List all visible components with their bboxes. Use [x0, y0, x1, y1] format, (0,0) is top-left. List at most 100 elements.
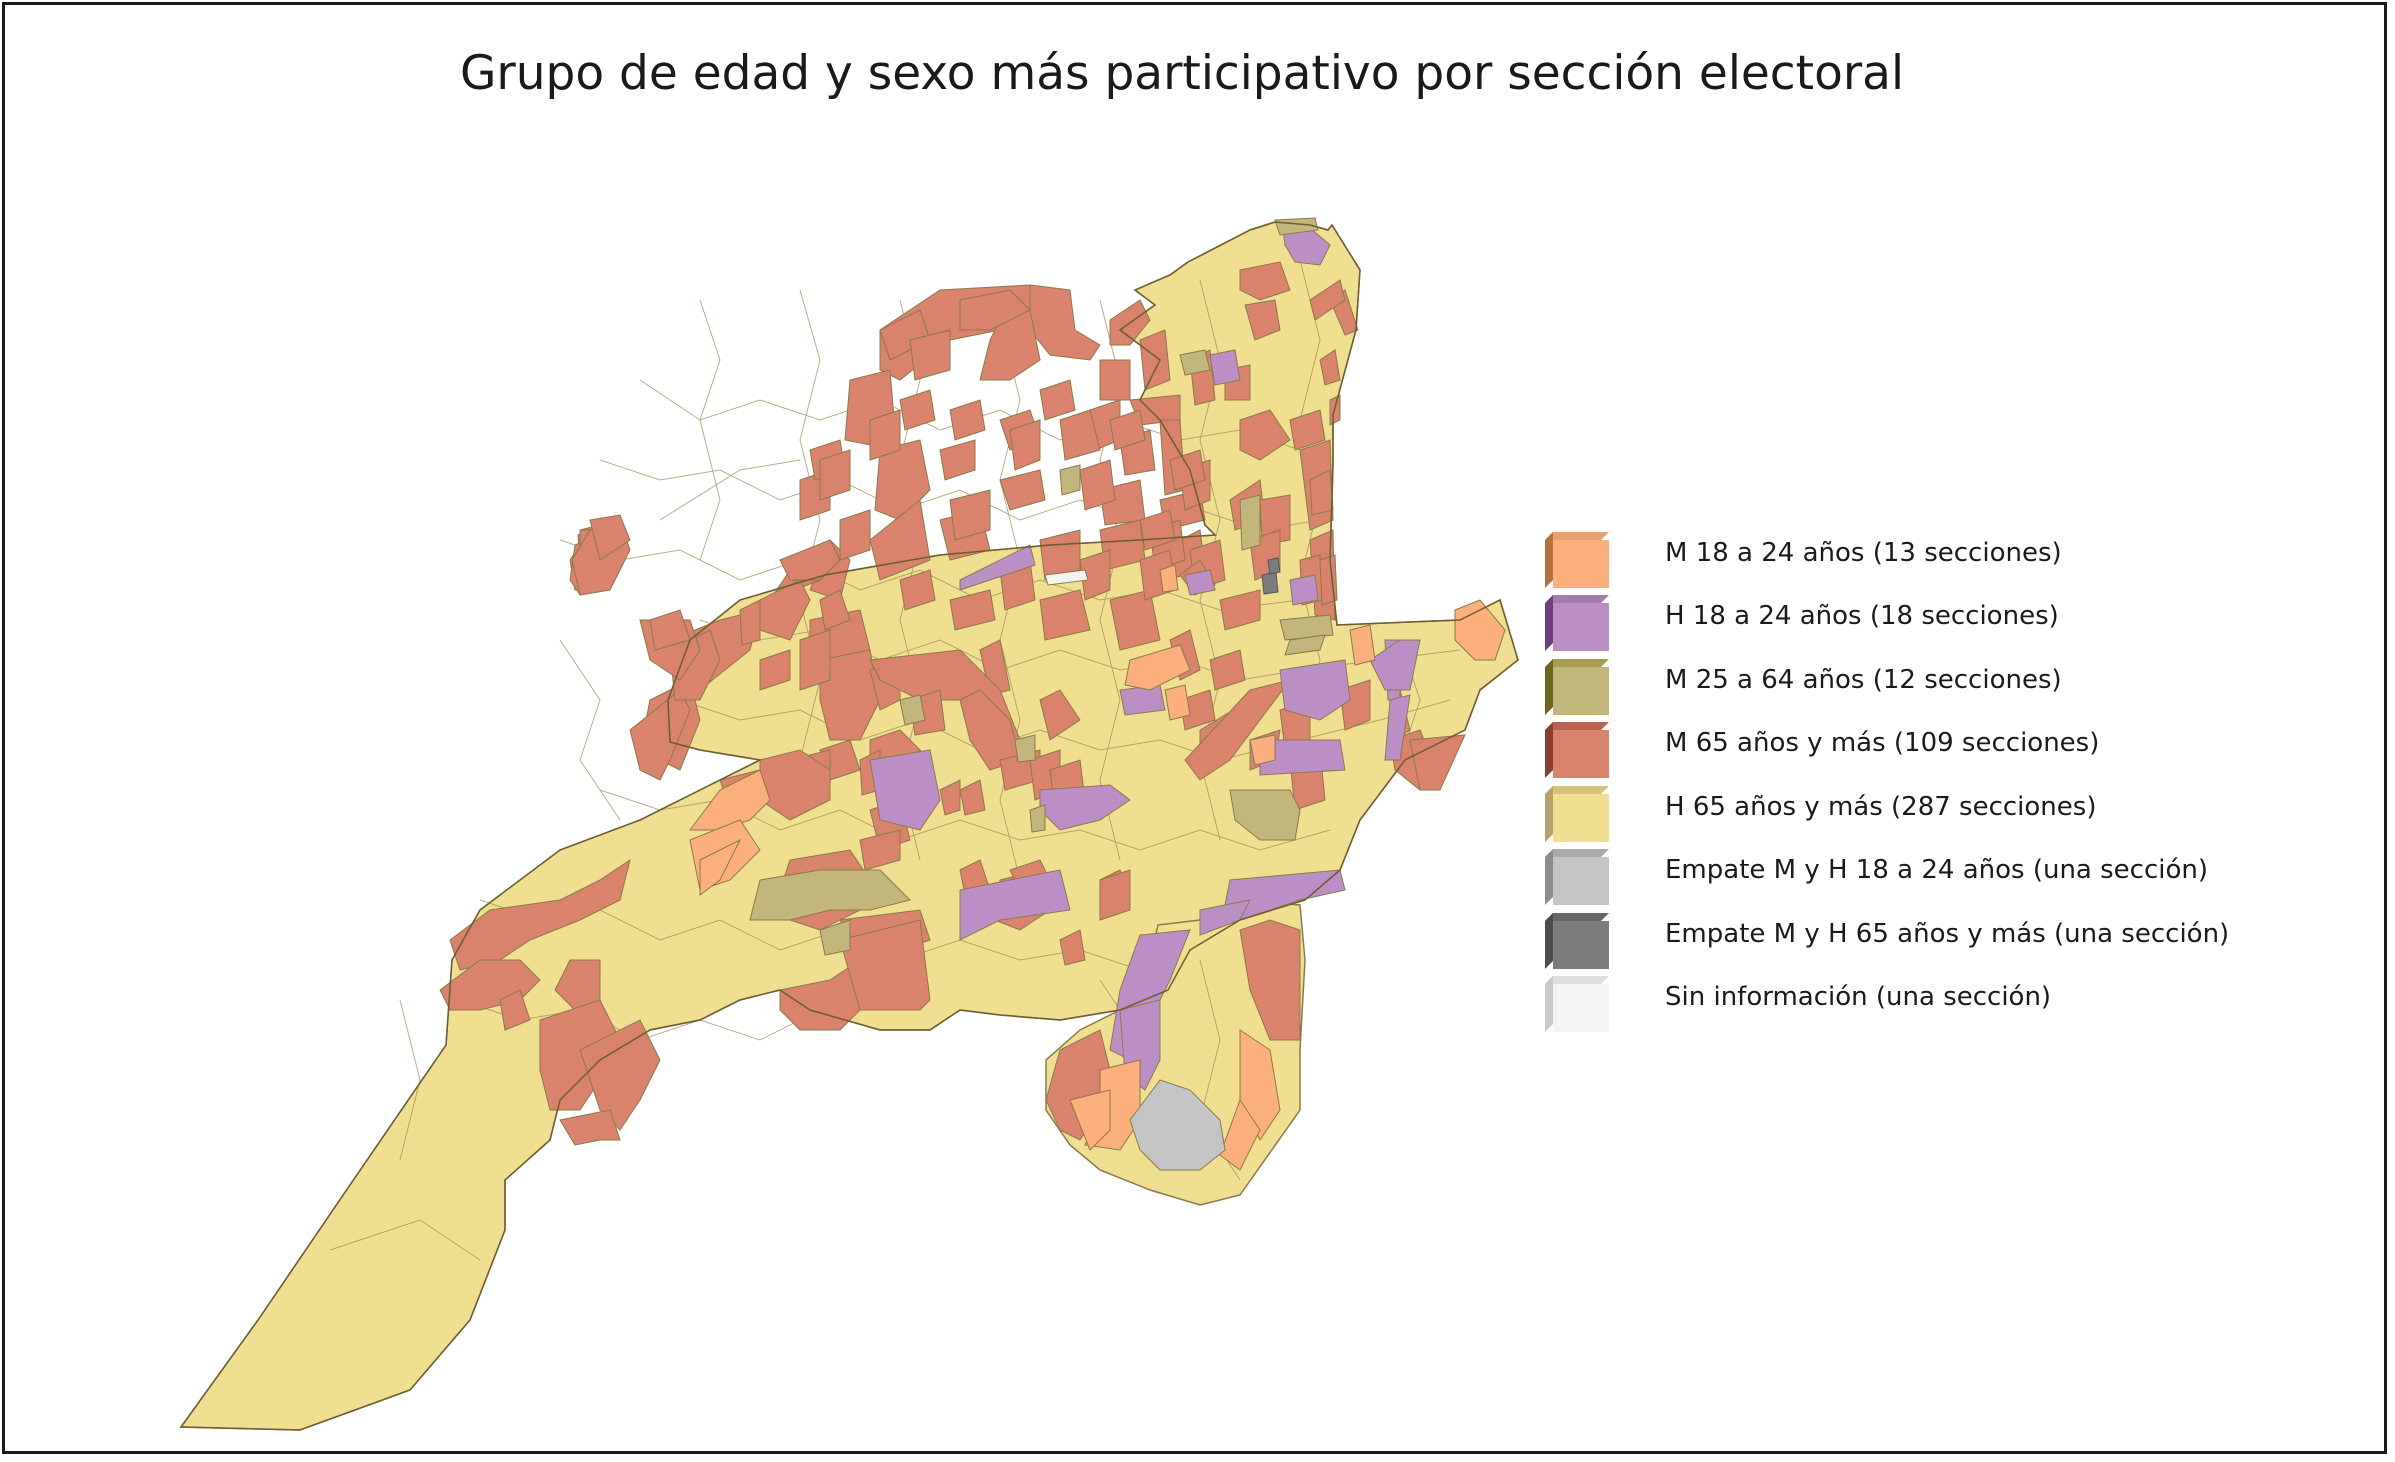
m65-section — [1109, 589, 1161, 651]
swatch-top — [1545, 722, 1609, 730]
m65-section — [949, 489, 991, 541]
m65-section — [899, 389, 936, 431]
m65-section — [1099, 869, 1131, 921]
m65-section — [1009, 419, 1041, 471]
tie18-section — [1129, 1079, 1226, 1171]
m65-section — [1209, 649, 1246, 691]
sections-m25 — [749, 217, 1334, 956]
legend-label: M 65 años y más (109 secciones) — [1665, 728, 2100, 758]
swatch-face — [1553, 921, 1609, 969]
m65-section — [899, 569, 936, 611]
m25-section — [1279, 614, 1334, 641]
m25-section — [749, 869, 911, 921]
swatch-side — [1545, 849, 1553, 905]
m65-section — [539, 999, 621, 1111]
legend-item-tie18: Empate M y H 18 a 24 años (una sección) — [1545, 845, 2245, 905]
m65-section — [779, 539, 841, 581]
tie65-section — [1267, 557, 1281, 575]
swatch-face — [1553, 603, 1609, 651]
m18-section — [1249, 734, 1276, 766]
swatch-side — [1545, 976, 1553, 1032]
m65-section — [1099, 359, 1131, 401]
h18-section — [1184, 569, 1216, 596]
swatch-face — [1553, 794, 1609, 842]
swatch-top — [1545, 913, 1609, 921]
h18-section — [1369, 639, 1421, 691]
m65-section — [559, 1109, 621, 1146]
m65-section — [1059, 929, 1086, 966]
m65-section — [1039, 529, 1081, 581]
legend-item-none: Sin información (una sección) — [1545, 972, 2245, 1032]
swatch-face — [1553, 984, 1609, 1032]
swatch-side — [1545, 659, 1553, 715]
swatch-face — [1553, 667, 1609, 715]
legend-swatch-m18 — [1545, 532, 1609, 588]
swatch-top — [1545, 849, 1609, 857]
m18-section — [1219, 1098, 1261, 1171]
legend-item-tie65: Empate M y H 65 años y más (una sección) — [1545, 909, 2245, 969]
m65-section — [839, 509, 871, 561]
m65-section — [739, 599, 761, 646]
legend-item-m25: M 25 a 64 años (12 secciones) — [1545, 655, 2245, 715]
h18-section — [1384, 694, 1411, 761]
h18-section — [1289, 574, 1319, 606]
m65-section — [819, 589, 851, 631]
m65-section — [589, 514, 631, 561]
m65-section — [1179, 689, 1216, 731]
legend-swatch-h18 — [1545, 595, 1609, 651]
legend-item-m18: M 18 a 24 años (13 secciones) — [1545, 528, 2245, 588]
m18-section — [1454, 599, 1506, 661]
m25-section — [1239, 494, 1261, 551]
m65-section — [1239, 409, 1291, 461]
map-title: Grupo de edad y sexo más participativo p… — [459, 46, 1905, 101]
m65-section — [1029, 284, 1101, 361]
m25-section — [1029, 804, 1046, 833]
m65-section — [554, 959, 601, 1011]
m65-section — [1319, 349, 1341, 386]
sections-tie65 — [1261, 557, 1281, 595]
h18-section — [869, 749, 941, 831]
m65-section — [1239, 919, 1301, 1041]
swatch-top — [1545, 786, 1609, 794]
h18-section — [1279, 659, 1351, 721]
m65-section — [1409, 734, 1466, 791]
m25-section — [1059, 464, 1081, 496]
swatch-top — [1545, 976, 1609, 984]
m65-section — [819, 649, 881, 741]
m65-section — [1289, 409, 1326, 451]
m65-section — [949, 589, 996, 631]
m65-section — [999, 469, 1046, 511]
legend-swatch-m25 — [1545, 659, 1609, 715]
legend-item-h65: H 65 años y más (287 secciones) — [1545, 782, 2245, 842]
m65-section — [1309, 279, 1346, 321]
m65-section — [1039, 589, 1091, 641]
legend-swatch-h65 — [1545, 786, 1609, 842]
m65-section — [859, 829, 901, 871]
m65-section — [869, 409, 901, 461]
legend-swatch-tie65 — [1545, 913, 1609, 969]
m18-section — [1124, 644, 1191, 691]
m65-section — [1244, 299, 1281, 341]
m65-section — [1039, 689, 1081, 741]
legend-label: Sin información (una sección) — [1665, 982, 2052, 1012]
h18-section — [1209, 349, 1241, 386]
swatch-face — [1553, 857, 1609, 905]
m18-section — [699, 838, 742, 896]
swatch-top — [1545, 659, 1609, 667]
sections-h18 — [869, 227, 1421, 1091]
m18-section — [1164, 684, 1191, 721]
swatch-side — [1545, 595, 1553, 651]
m65-section — [499, 989, 531, 1031]
m65-section — [959, 289, 1031, 331]
m65-section — [1309, 469, 1334, 516]
sections-tie18 — [1129, 1079, 1226, 1171]
h18-section — [959, 869, 1071, 941]
m65-section — [949, 399, 986, 441]
m65-section — [839, 919, 931, 1011]
m65-section — [799, 629, 831, 691]
legend-label: M 18 a 24 años (13 secciones) — [1665, 538, 2062, 568]
m25-section — [1014, 734, 1036, 763]
legend-swatch-tie18 — [1545, 849, 1609, 905]
legend-item-m65: M 65 años y más (109 secciones) — [1545, 718, 2245, 778]
